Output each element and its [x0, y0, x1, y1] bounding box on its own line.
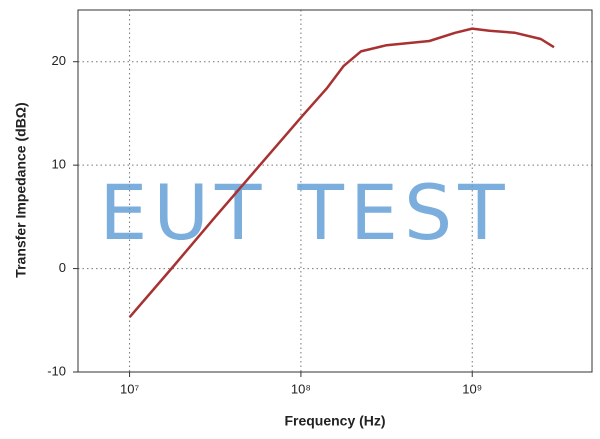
watermark: EUT TEST [99, 168, 510, 257]
x-tick-label: 10⁹ [462, 381, 482, 396]
plot-frame [77, 9, 593, 373]
x-tick-label: 10⁷ [120, 381, 139, 396]
y-tick-label: 0 [59, 260, 66, 275]
y-tick-label: -10 [47, 363, 66, 378]
y-tick-label: 20 [52, 53, 66, 68]
y-tick-label: 10 [52, 157, 66, 172]
y-axis-title: Transfer Impedance (dBΩ) [13, 102, 29, 277]
data-line [128, 27, 555, 319]
x-axis-title: Frequency (Hz) [284, 413, 385, 429]
x-tick-label: 10⁸ [291, 381, 311, 396]
